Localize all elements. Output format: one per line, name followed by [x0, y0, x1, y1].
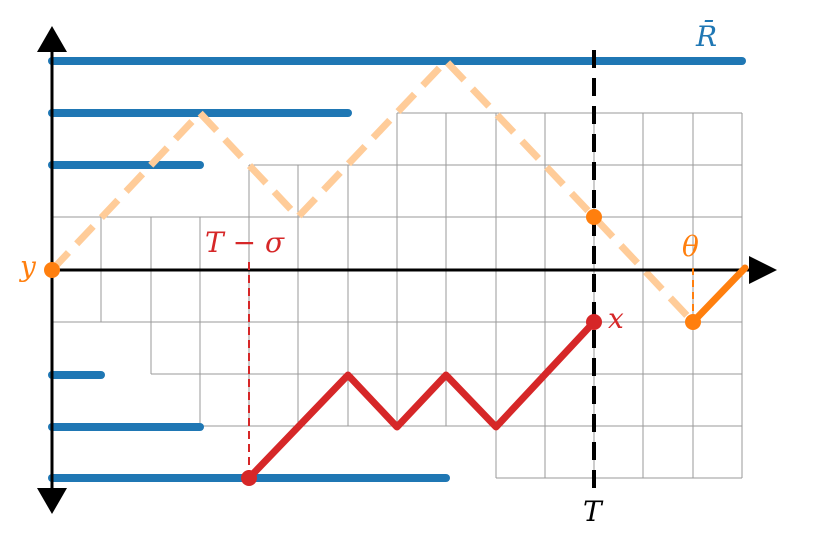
- red-start-dot: [241, 470, 257, 486]
- horizontal-axis-right-arrow: [749, 256, 777, 284]
- theta-dot: [685, 314, 701, 330]
- r-bar-label: R̄: [695, 19, 717, 53]
- orange-dashed-path: [49, 57, 696, 325]
- vertical-axis-up-arrow: [37, 26, 67, 52]
- t-minus-sigma-label: T − σ: [205, 226, 285, 259]
- orange-mid-dot: [586, 209, 602, 225]
- x-dot: [586, 314, 602, 330]
- y-label: y: [18, 250, 37, 283]
- orange-solid-segment: [689, 264, 749, 326]
- x-label: x: [608, 302, 624, 335]
- t-label: T: [583, 495, 604, 528]
- y-dot: [44, 262, 60, 278]
- theta-label: θ: [682, 230, 699, 263]
- red-path: [245, 318, 598, 482]
- vertical-axis-down-arrow: [37, 488, 67, 514]
